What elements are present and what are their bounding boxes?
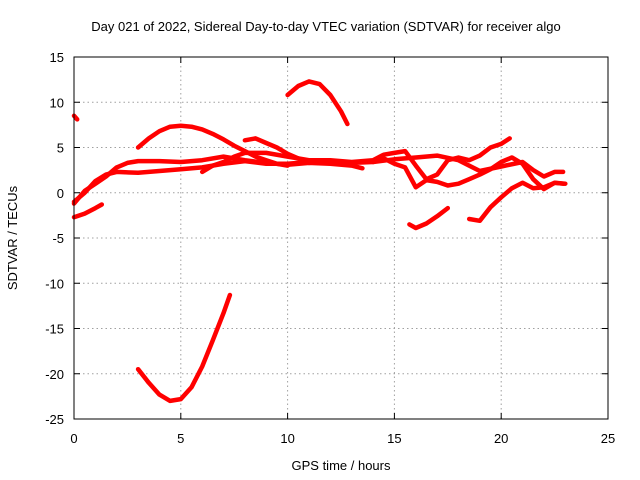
series-arc-11 <box>407 205 451 231</box>
x-tick-label: 20 <box>494 431 508 446</box>
y-tick-label: -10 <box>45 276 64 291</box>
x-tick-label: 15 <box>387 431 401 446</box>
y-tick-label: 0 <box>57 186 64 201</box>
series-arc-1 <box>71 113 80 122</box>
y-tick-label: -25 <box>45 412 64 427</box>
series-layer <box>71 79 568 404</box>
series-arc-7 <box>199 136 512 182</box>
series-arc-5 <box>135 123 290 168</box>
y-tick-label: 15 <box>50 50 64 65</box>
series-arc-12 <box>466 180 566 224</box>
x-tick-label: 0 <box>70 431 77 446</box>
y-tick-label: -20 <box>45 367 64 382</box>
x-tick-labels: 0 5 10 15 20 25 <box>70 431 615 446</box>
chart-title: Day 021 of 2022, Sidereal Day-to-day VTE… <box>91 19 560 34</box>
grid <box>74 57 608 419</box>
series-arc-4 <box>71 202 105 220</box>
y-axis-label: SDTVAR / TECUs <box>5 185 20 290</box>
y-tick-label: 5 <box>57 141 64 156</box>
y-tick-labels: 15 10 5 0 -5 -10 -15 -20 -25 <box>45 50 64 427</box>
y-tick-label: 10 <box>50 95 64 110</box>
x-tick-label: 10 <box>280 431 294 446</box>
y-tick-label: -5 <box>52 231 64 246</box>
series-arc-9 <box>285 79 350 127</box>
axis-ticks <box>73 56 609 420</box>
x-tick-label: 5 <box>177 431 184 446</box>
series-arc-10 <box>370 155 568 192</box>
x-tick-label: 25 <box>601 431 615 446</box>
x-axis-label: GPS time / hours <box>292 458 391 473</box>
series-arc-6 <box>135 292 233 404</box>
series-arc-8 <box>242 136 312 166</box>
y-tick-label: -15 <box>45 322 64 337</box>
